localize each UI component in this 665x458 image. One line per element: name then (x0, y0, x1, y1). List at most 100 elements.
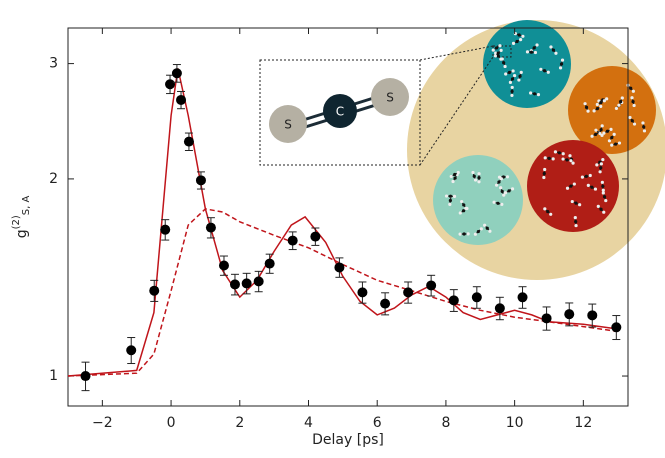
molecule-atom (561, 152, 565, 156)
molecule-atom (595, 102, 599, 107)
data-point (126, 345, 137, 356)
data-point (587, 310, 598, 321)
molecule-atom (546, 209, 550, 214)
data-point (195, 175, 206, 186)
molecule-atom (599, 101, 603, 105)
data-point (176, 94, 187, 105)
molecule-atom (451, 179, 455, 184)
data-point (357, 287, 368, 298)
molecule-atom (565, 186, 570, 190)
molecule-atom (511, 69, 515, 73)
molecule-atom (488, 229, 492, 233)
molecule-atom (600, 124, 604, 128)
molecule-atom (539, 67, 543, 71)
molecule-atom (452, 194, 457, 198)
molecule-atom (605, 97, 609, 101)
molecule-atom (641, 121, 645, 125)
x-tick-label: 0 (167, 415, 176, 431)
molecule-atom (553, 150, 558, 154)
molecule-atom (498, 44, 502, 48)
molecule-atom (535, 43, 539, 47)
molecule-atom (532, 92, 537, 96)
molecule-atom (620, 96, 624, 100)
y-label-base: g (14, 229, 30, 238)
molecule-atom (630, 119, 634, 123)
molecule-atom (494, 51, 498, 55)
molecule-atom (614, 142, 618, 146)
model-curve-dashed (67, 208, 618, 377)
molecule-atom (510, 187, 515, 191)
molecule-atom (614, 106, 619, 111)
molecule-atom (501, 175, 506, 179)
molecule-atom (510, 77, 515, 81)
data-point (183, 136, 194, 147)
molecule-atom (629, 86, 633, 90)
molecule-atom (515, 39, 519, 44)
data-point (171, 68, 182, 79)
atom (371, 78, 409, 116)
data-point (380, 298, 391, 309)
molecule-atom (586, 109, 590, 113)
data-point (541, 313, 552, 324)
molecule-atom (542, 69, 547, 73)
molecule-atom (502, 61, 506, 65)
molecule-atom (631, 99, 635, 104)
molecule-atom (499, 177, 503, 181)
molecule-atom (610, 135, 614, 140)
molecule-atom (599, 104, 603, 109)
data-point (218, 260, 229, 271)
y-label-sup: (2) (11, 215, 22, 229)
x-tick-label: 10 (506, 415, 524, 431)
data-point (160, 224, 171, 235)
y-tick-label: 3 (49, 56, 58, 72)
molecule-atom (448, 198, 452, 203)
molecule-atom (466, 232, 470, 236)
molecule-atom (477, 180, 481, 184)
molecule-atom (497, 180, 501, 184)
molecule-atom (517, 78, 521, 82)
molecule-atom (602, 99, 606, 103)
molecule-atom (599, 166, 603, 170)
molecule-atom (496, 54, 500, 58)
molecule-atom (492, 200, 496, 204)
molecule-atom (584, 105, 589, 109)
molecule-atom (632, 122, 637, 126)
molecule-atom (485, 226, 489, 230)
molecule-atom (600, 180, 604, 184)
molecule-atom (458, 211, 462, 215)
molecule-atom (456, 170, 460, 175)
y-axis-label: g(2)S, A (11, 196, 32, 239)
molecule-atom (510, 89, 514, 94)
molecule-atom (602, 195, 607, 199)
molecule-atom (507, 70, 511, 75)
molecule-atom (444, 194, 449, 198)
y-tick-label: 1 (49, 368, 58, 384)
molecule-atom (584, 174, 588, 178)
molecule-atom (448, 202, 452, 207)
molecule-atom (453, 172, 457, 177)
molecule-atom (574, 223, 578, 228)
molecule-atom (599, 128, 603, 132)
x-tick-label: −2 (92, 415, 113, 431)
data-point (494, 303, 505, 314)
data-point (205, 222, 216, 233)
molecule-atom (462, 232, 466, 236)
data-point (426, 280, 437, 291)
data-point (149, 285, 160, 296)
molecule-atom (594, 132, 598, 136)
molecule-atom (510, 85, 514, 90)
data-point (448, 295, 459, 306)
molecule-atom (593, 187, 598, 191)
zoom-line (419, 56, 494, 166)
molecule-atom (569, 159, 573, 163)
molecule-atom (588, 173, 592, 178)
molecule-atom (549, 45, 553, 49)
molecule-atom (594, 128, 598, 132)
data-point (264, 258, 275, 269)
molecule-atom (449, 174, 453, 179)
molecule-atom (543, 156, 547, 160)
molecule-atom (612, 132, 616, 136)
molecule-atom (453, 176, 457, 180)
molecule-atom (595, 107, 600, 111)
